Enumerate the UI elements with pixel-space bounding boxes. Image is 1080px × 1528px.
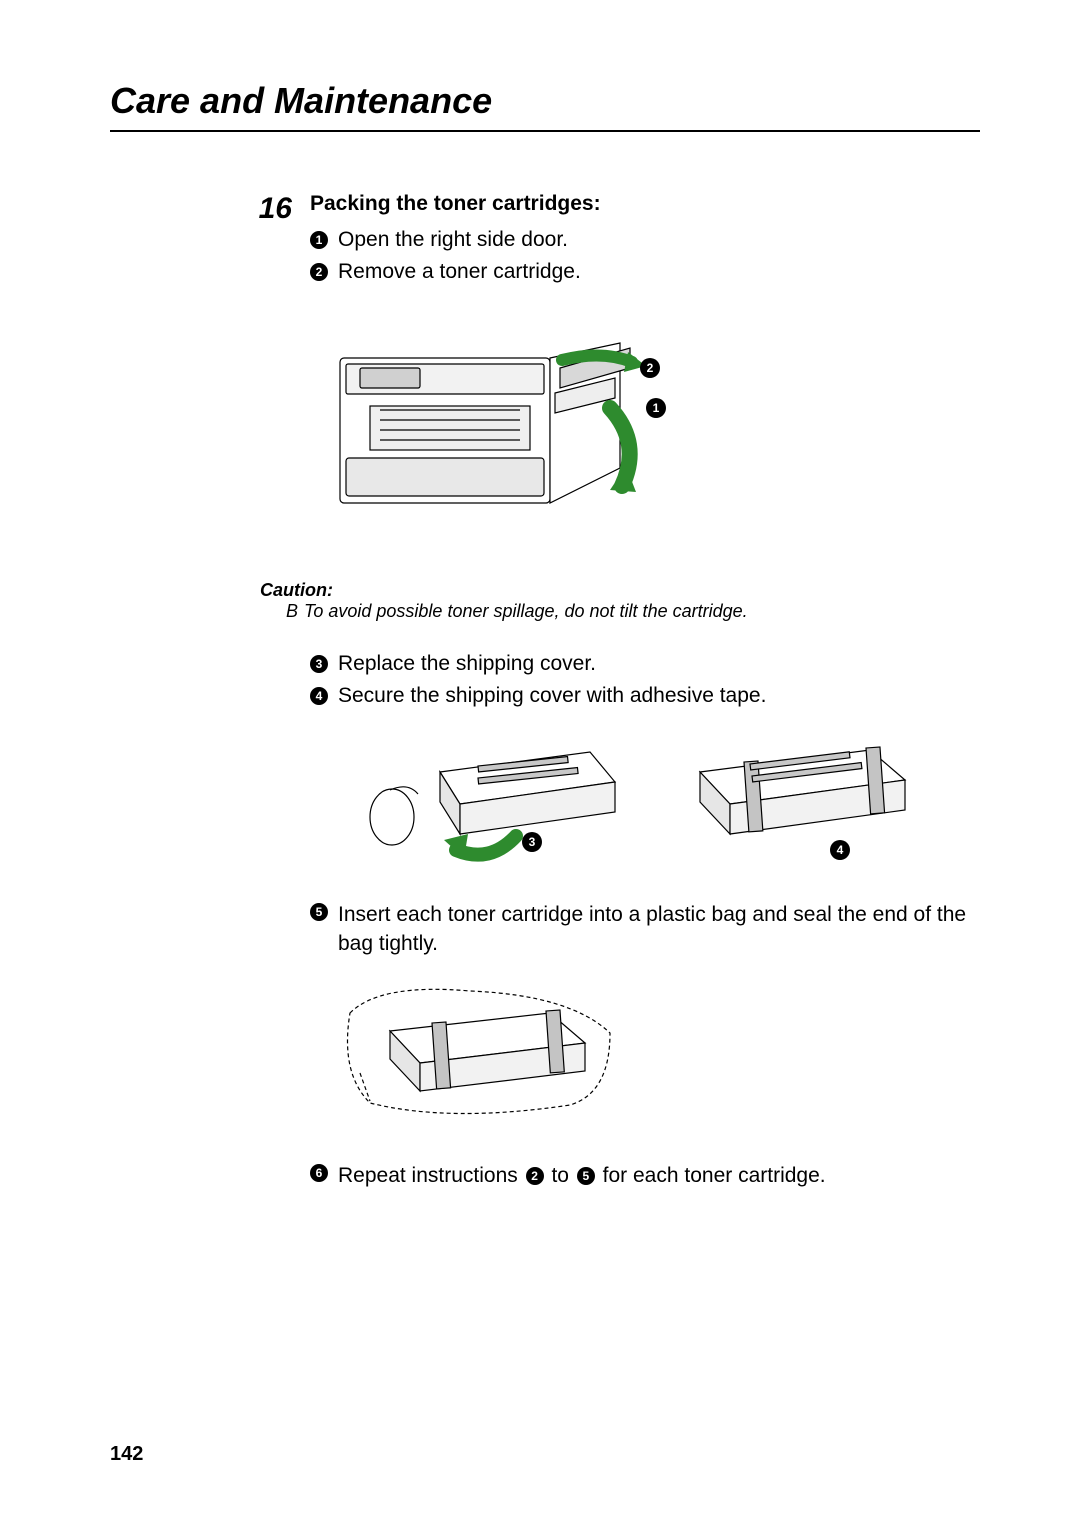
step-heading: Packing the toner cartridges:: [310, 192, 980, 216]
substep-1: 1 Open the right side door.: [310, 228, 980, 252]
marker-4-icon: 4: [310, 687, 328, 705]
caution-block: Caution: B To avoid possible toner spill…: [260, 580, 980, 622]
substep-6: 6 Repeat instructions 2 to 5 for each to…: [310, 1161, 980, 1190]
marker-6-icon: 6: [310, 1164, 328, 1182]
svg-text:1: 1: [653, 401, 660, 415]
marker-5-icon: 5: [310, 903, 328, 921]
caution-bullet: B: [286, 601, 298, 622]
svg-text:2: 2: [647, 361, 654, 375]
substep-6-text-b: to: [551, 1164, 574, 1187]
title-underline: [110, 130, 980, 132]
step-16-cont: 16 3 Replace the shipping cover. 4 Secur…: [110, 652, 980, 1198]
substep-5-text: Insert each toner cartridge into a plast…: [338, 900, 980, 959]
marker-2-icon: 2: [310, 263, 328, 281]
page-number: 142: [110, 1443, 143, 1466]
caution-text: To avoid possible toner spillage, do not…: [304, 601, 748, 622]
substep-4-text: Secure the shipping cover with adhesive …: [338, 684, 766, 708]
step-16: 16 Packing the toner cartridges: 1 Open …: [110, 192, 980, 566]
marker-2-inline-icon: 2: [526, 1167, 544, 1185]
svg-text:4: 4: [837, 843, 844, 857]
marker-5-inline-icon: 5: [577, 1167, 595, 1185]
substep-3-text: Replace the shipping cover.: [338, 652, 596, 676]
figure-printer-open: 2 1: [310, 298, 980, 538]
substep-6-text: Repeat instructions 2 to 5 for each tone…: [338, 1161, 826, 1190]
step-content: Packing the toner cartridges: 1 Open the…: [310, 192, 980, 566]
substep-2: 2 Remove a toner cartridge.: [310, 260, 980, 284]
substep-5: 5 Insert each toner cartridge into a pla…: [310, 900, 980, 959]
substep-1-text: Open the right side door.: [338, 228, 568, 252]
caution-label: Caution:: [260, 580, 980, 601]
substep-3: 3 Replace the shipping cover.: [310, 652, 980, 676]
marker-1-icon: 1: [310, 231, 328, 249]
substep-6-text-c: for each toner cartridge.: [603, 1164, 826, 1187]
step-number: 16: [240, 192, 292, 566]
substep-4: 4 Secure the shipping cover with adhesiv…: [310, 684, 980, 708]
substep-6-text-a: Repeat instructions: [338, 1164, 524, 1187]
svg-text:3: 3: [529, 835, 536, 849]
page-title: Care and Maintenance: [110, 80, 980, 122]
substep-2-text: Remove a toner cartridge.: [338, 260, 581, 284]
figure-bag: [310, 973, 980, 1133]
marker-3-icon: 3: [310, 655, 328, 673]
caution-item: B To avoid possible toner spillage, do n…: [286, 601, 980, 622]
figure-cover-tape: 3 4: [310, 722, 980, 872]
